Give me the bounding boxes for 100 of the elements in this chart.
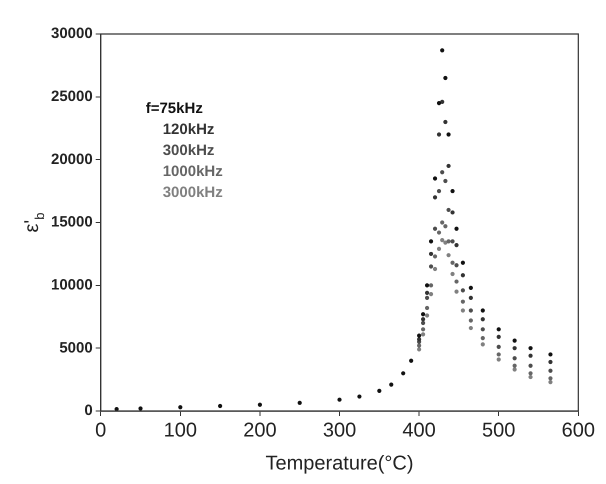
point <box>446 208 451 212</box>
point <box>440 100 444 104</box>
point <box>428 283 434 288</box>
point <box>468 286 473 290</box>
point <box>428 239 434 244</box>
point <box>436 188 442 194</box>
y-axis-title: ε'b <box>21 212 47 232</box>
point <box>450 210 455 215</box>
point <box>258 402 262 407</box>
text: 300kHz <box>162 142 214 160</box>
point <box>512 346 517 350</box>
point <box>432 254 438 259</box>
text: 3000kHz <box>162 184 223 202</box>
point <box>512 356 517 360</box>
point <box>528 371 533 376</box>
point <box>454 243 459 248</box>
point <box>450 260 455 265</box>
point <box>424 296 430 300</box>
point <box>440 48 444 52</box>
point <box>468 318 473 323</box>
point <box>443 178 448 184</box>
point <box>548 376 553 380</box>
point <box>389 382 394 387</box>
point <box>138 406 143 411</box>
point <box>417 334 422 338</box>
point <box>450 272 455 276</box>
point <box>468 296 473 300</box>
point <box>528 346 533 350</box>
x-axis-title: Temperature(°C) <box>265 452 414 475</box>
point <box>424 306 430 310</box>
y-tick-label: 10000 <box>50 276 93 294</box>
point <box>446 239 451 244</box>
point <box>528 374 533 380</box>
point <box>468 326 473 330</box>
x-tick-label: 200 <box>243 420 277 442</box>
text: 1000kHz <box>162 163 223 180</box>
point <box>460 288 465 292</box>
point <box>440 220 444 225</box>
y-tick-label: 15000 <box>50 214 93 231</box>
x-tick-label: 300 <box>322 420 356 442</box>
point <box>428 252 434 256</box>
point <box>548 352 553 357</box>
text: 120kHz <box>162 121 214 138</box>
point <box>480 317 485 322</box>
point <box>512 367 517 372</box>
point <box>446 164 451 168</box>
point <box>480 342 485 346</box>
point <box>420 327 426 332</box>
point <box>417 347 422 352</box>
x-tick-label: 500 <box>482 420 516 442</box>
y-tick-label: 20000 <box>50 150 93 168</box>
point <box>496 352 501 357</box>
point <box>436 246 442 251</box>
point <box>528 354 533 358</box>
point <box>468 308 473 313</box>
point <box>454 290 459 294</box>
point <box>178 405 182 410</box>
point <box>528 364 533 368</box>
point <box>357 394 362 399</box>
point <box>436 101 442 106</box>
point <box>454 279 459 284</box>
point <box>454 263 459 268</box>
point <box>446 253 451 258</box>
point <box>436 132 442 137</box>
x-tick-label: 600 <box>562 420 596 442</box>
point <box>460 308 465 313</box>
point <box>417 337 422 342</box>
y-tick-label: 25000 <box>50 88 93 105</box>
point <box>417 344 422 348</box>
point <box>420 320 426 326</box>
point <box>460 273 465 278</box>
point <box>440 170 444 174</box>
x-tick-label: 100 <box>164 420 197 442</box>
y-tick-label: 30000 <box>50 25 93 42</box>
point <box>420 312 426 316</box>
point <box>496 334 501 339</box>
point <box>424 290 430 295</box>
point <box>377 388 382 393</box>
point <box>512 338 517 343</box>
point <box>420 317 426 322</box>
y-tick-label: 0 <box>84 402 93 420</box>
point <box>450 239 455 244</box>
point <box>548 368 553 373</box>
point <box>114 407 119 411</box>
point <box>454 226 459 231</box>
x-tick-label: 400 <box>402 420 436 442</box>
point <box>496 357 501 362</box>
point <box>460 300 465 304</box>
point <box>450 188 455 194</box>
point <box>480 308 485 313</box>
point <box>460 260 465 265</box>
point <box>337 398 342 402</box>
point <box>436 230 442 235</box>
point <box>424 313 430 318</box>
point <box>432 176 438 181</box>
point <box>428 292 434 296</box>
point <box>424 283 430 288</box>
point <box>428 264 434 269</box>
point <box>548 380 553 384</box>
point <box>480 327 485 332</box>
